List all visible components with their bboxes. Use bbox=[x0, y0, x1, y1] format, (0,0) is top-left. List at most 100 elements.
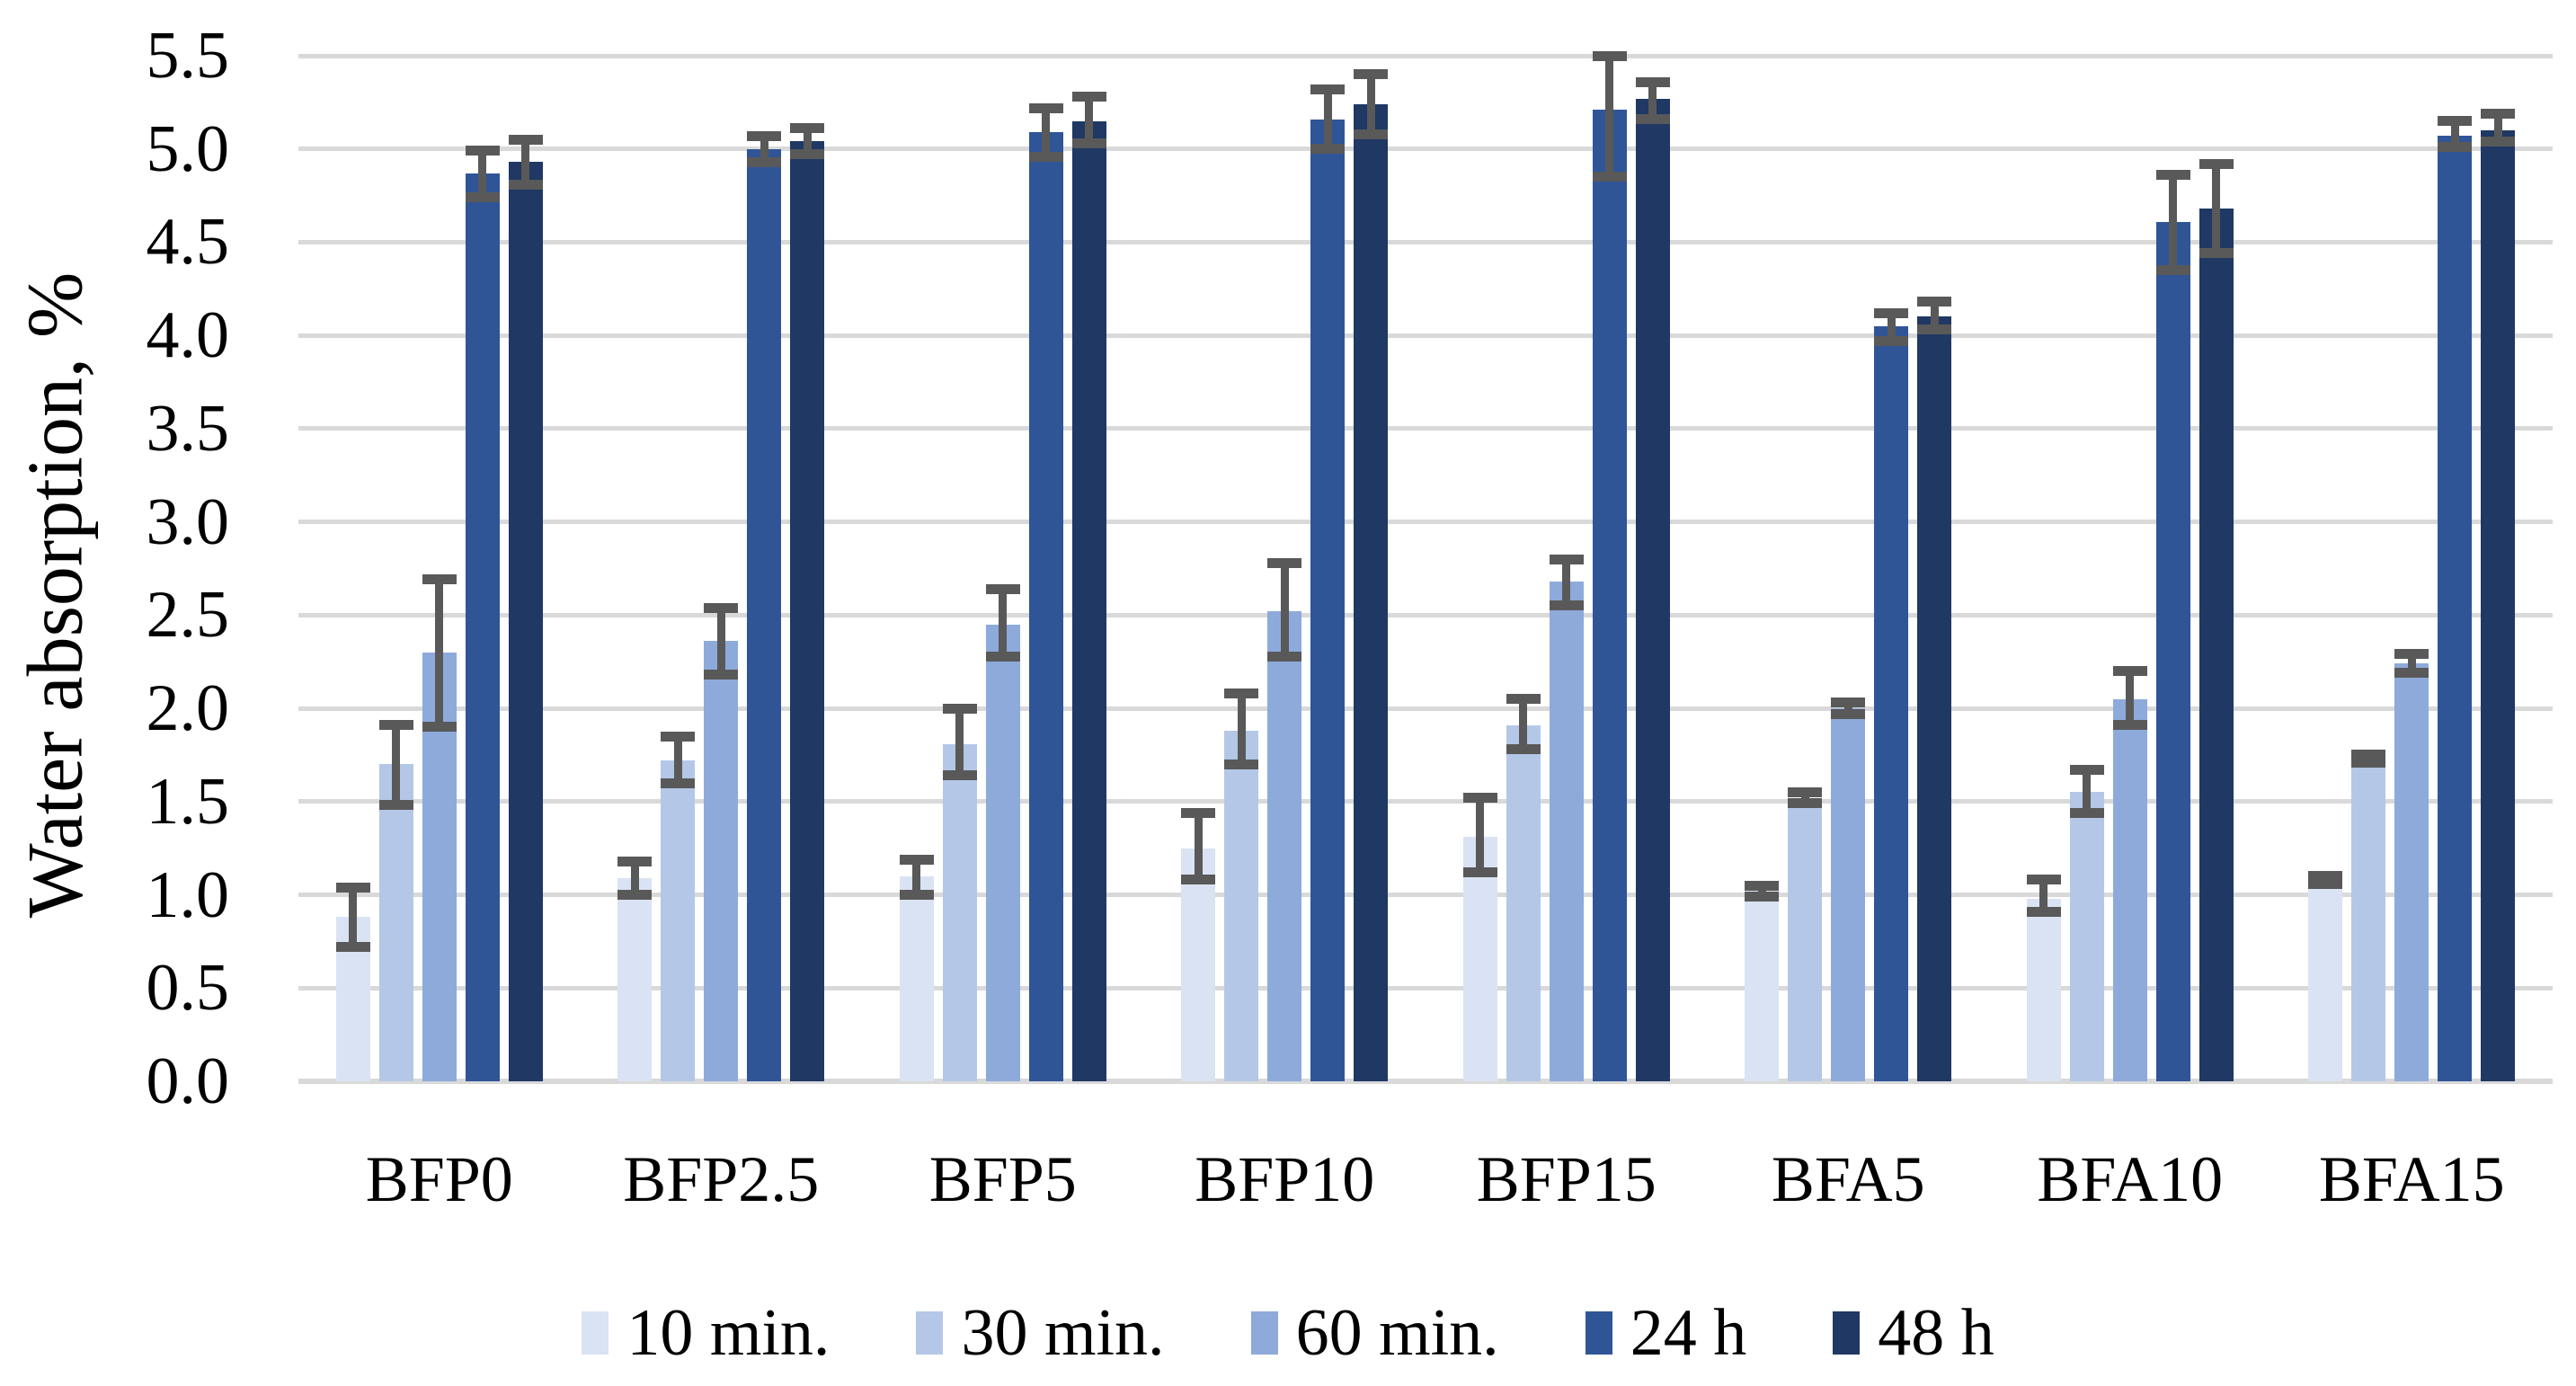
error-bar-line bbox=[1280, 563, 1289, 656]
error-bar-cap-bottom bbox=[2438, 142, 2473, 153]
bar-24h-BFA15 bbox=[2438, 136, 2473, 1081]
error-bar-line bbox=[1562, 559, 1571, 606]
legend-label: 10 min. bbox=[626, 1296, 831, 1370]
bar-48h-BFA15 bbox=[2481, 129, 2516, 1081]
error-bar-cap-bottom bbox=[1267, 651, 1302, 662]
error-bar-cap-bottom bbox=[2351, 757, 2386, 768]
error-bar-cap-top bbox=[942, 703, 977, 714]
error-bar-line bbox=[1476, 797, 1485, 873]
x-axis-label: BFA15 bbox=[2318, 1143, 2505, 1215]
x-axis-label: BFA5 bbox=[1771, 1143, 1925, 1215]
error-bar-cap-bottom bbox=[2155, 265, 2190, 276]
error-bar-cap-bottom bbox=[2198, 248, 2234, 259]
error-bar-line bbox=[1800, 792, 1809, 804]
error-bar-cap-top bbox=[335, 882, 370, 893]
error-bar-line bbox=[1648, 82, 1657, 120]
error-bar-cap-bottom bbox=[2112, 720, 2147, 731]
error-bar-cap-top bbox=[2155, 170, 2190, 181]
bar-30min-BFP15 bbox=[1506, 724, 1541, 1081]
error-bar-cap-top bbox=[661, 731, 696, 742]
bar-30min-BFA10 bbox=[2069, 792, 2104, 1081]
error-bar-cap-top bbox=[2438, 116, 2473, 127]
error-bar-line bbox=[1605, 56, 1614, 177]
error-bar-cap-bottom bbox=[1354, 129, 1389, 139]
bar-10min-BFP2.5 bbox=[617, 877, 653, 1081]
error-bar-line bbox=[2493, 113, 2502, 142]
bar-30min-BFP2.5 bbox=[661, 760, 696, 1081]
gridline bbox=[298, 147, 2553, 152]
bar-60min-BFA10 bbox=[2112, 698, 2147, 1081]
bar-10min-BFA10 bbox=[2026, 898, 2061, 1081]
y-tick-label: 4.5 bbox=[146, 205, 230, 280]
error-bar-line bbox=[2407, 653, 2416, 673]
error-bar-cap-top bbox=[2112, 666, 2147, 677]
error-bar-cap-top bbox=[790, 123, 825, 134]
legend-label: 24 h bbox=[1630, 1296, 1747, 1370]
error-bar-cap-bottom bbox=[378, 800, 413, 811]
error-bar-cap-top bbox=[508, 134, 543, 145]
error-bar-cap-bottom bbox=[2481, 136, 2516, 147]
error-bar-line bbox=[1887, 313, 1896, 342]
error-bar-cap-top bbox=[1549, 554, 1584, 564]
y-tick-label: 4.0 bbox=[146, 298, 230, 373]
error-bar-cap-bottom bbox=[1917, 324, 1952, 335]
error-bar-line bbox=[1042, 108, 1051, 157]
error-bar-line bbox=[1323, 89, 1332, 149]
error-bar-cap-bottom bbox=[2308, 878, 2343, 889]
legend-swatch bbox=[1250, 1311, 1278, 1355]
bar-24h-BFA5 bbox=[1874, 325, 1909, 1081]
bar-60min-BFP5 bbox=[985, 624, 1020, 1081]
error-bar-line bbox=[521, 139, 530, 185]
bar-10min-BFP15 bbox=[1462, 837, 1497, 1081]
bar-60min-BFA5 bbox=[1831, 708, 1866, 1081]
error-bar-cap-top bbox=[2026, 875, 2061, 885]
gridline bbox=[298, 612, 2553, 617]
error-bar-cap-top bbox=[2198, 158, 2234, 169]
bar-30min-BFP10 bbox=[1224, 730, 1259, 1081]
x-axis-label: BFA10 bbox=[2037, 1143, 2224, 1215]
error-bar-line bbox=[2039, 879, 2048, 912]
error-bar-cap-bottom bbox=[661, 777, 696, 788]
error-bar-cap-bottom bbox=[747, 156, 782, 167]
y-tick-label: 2.5 bbox=[146, 578, 230, 653]
error-bar-line bbox=[349, 887, 358, 947]
error-bar-line bbox=[803, 128, 812, 155]
error-bar-line bbox=[1843, 702, 1852, 715]
error-bar-cap-bottom bbox=[422, 722, 457, 733]
error-bar-line bbox=[673, 736, 682, 784]
bar-30min-BFP5 bbox=[942, 743, 977, 1081]
bar-30min-BFA15 bbox=[2351, 759, 2386, 1081]
y-tick-label: 1.5 bbox=[146, 764, 230, 839]
error-bar-cap-top bbox=[2351, 750, 2386, 760]
error-bar-cap-bottom bbox=[2069, 807, 2104, 818]
legend-item: 10 min. bbox=[582, 1300, 830, 1366]
error-bar-cap-top bbox=[1224, 688, 1259, 698]
error-bar-line bbox=[1757, 885, 1766, 897]
bar-10min-BFA15 bbox=[2308, 879, 2343, 1081]
x-axis-label: BFP5 bbox=[928, 1143, 1077, 1215]
error-bar-cap-top bbox=[1788, 786, 1823, 797]
error-bar-cap-bottom bbox=[790, 149, 825, 160]
error-bar-cap-bottom bbox=[1635, 114, 1670, 125]
bar-30min-BFP0 bbox=[378, 764, 413, 1081]
error-bar-cap-top bbox=[1267, 557, 1302, 568]
gridline bbox=[298, 520, 2553, 525]
bar-10min-BFA5 bbox=[1745, 891, 1780, 1081]
error-bar-cap-top bbox=[617, 856, 653, 866]
bar-24h-BFA10 bbox=[2155, 221, 2190, 1081]
y-tick-label: 0.0 bbox=[146, 1044, 230, 1118]
bar-24h-BFP10 bbox=[1310, 119, 1346, 1081]
error-bar-cap-bottom bbox=[1788, 798, 1823, 809]
legend-item: 48 h bbox=[1833, 1300, 1994, 1366]
error-bar-cap-top bbox=[1028, 102, 1063, 113]
error-bar-cap-top bbox=[1592, 50, 1627, 61]
error-bar-cap-top bbox=[1071, 92, 1106, 102]
gridline bbox=[298, 333, 2553, 338]
error-bar-cap-top bbox=[2394, 649, 2429, 660]
error-bar-cap-bottom bbox=[899, 890, 934, 901]
gridline bbox=[298, 706, 2553, 711]
gridline bbox=[298, 799, 2553, 804]
bar-60min-BFP2.5 bbox=[704, 641, 739, 1081]
error-bar-cap-top bbox=[1310, 84, 1346, 94]
